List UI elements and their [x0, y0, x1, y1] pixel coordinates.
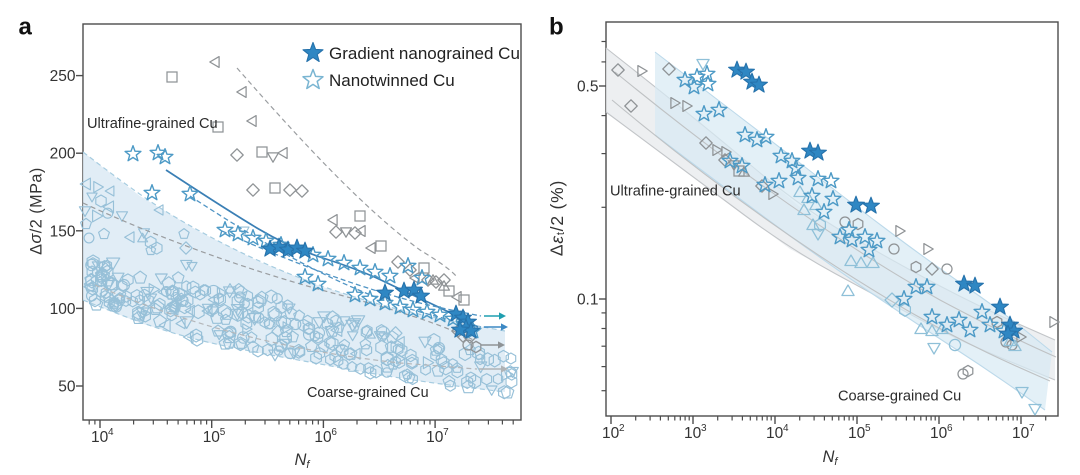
svg-text:10: 10 — [766, 425, 784, 442]
svg-text:7: 7 — [443, 427, 449, 438]
svg-text:10: 10 — [91, 429, 109, 446]
svg-text:10: 10 — [314, 429, 332, 446]
svg-text:Nanotwinned Cu: Nanotwinned Cu — [329, 71, 455, 90]
svg-text:100: 100 — [50, 301, 76, 318]
svg-text:5: 5 — [865, 423, 871, 434]
svg-text:10: 10 — [203, 429, 221, 446]
svg-text:3: 3 — [701, 423, 707, 434]
svg-text:0.5: 0.5 — [577, 79, 599, 96]
svg-text:a: a — [19, 14, 33, 41]
svg-text:50: 50 — [58, 379, 76, 396]
svg-text:b: b — [549, 14, 564, 41]
svg-text:200: 200 — [50, 146, 76, 163]
svg-text:7: 7 — [1029, 423, 1035, 434]
svg-text:Δεt/2 (%): Δεt/2 (%) — [547, 180, 567, 256]
svg-text:4: 4 — [108, 427, 114, 438]
svg-text:2: 2 — [619, 423, 625, 434]
svg-text:150: 150 — [50, 223, 76, 240]
svg-text:Ultrafine-grained Cu: Ultrafine-grained Cu — [610, 184, 741, 200]
svg-text:Coarse-grained Cu: Coarse-grained Cu — [307, 385, 429, 401]
svg-text:6: 6 — [331, 427, 337, 438]
svg-text:Δσ/2 (MPa): Δσ/2 (MPa) — [27, 167, 45, 255]
svg-text:Nf: Nf — [823, 448, 839, 468]
svg-text:10: 10 — [602, 425, 620, 442]
svg-text:10: 10 — [930, 425, 948, 442]
svg-text:6: 6 — [947, 423, 953, 434]
svg-text:10: 10 — [848, 425, 866, 442]
svg-text:10: 10 — [684, 425, 702, 442]
svg-text:4: 4 — [783, 423, 789, 434]
svg-text:250: 250 — [50, 68, 76, 85]
svg-text:Gradient nanograined Cu: Gradient nanograined Cu — [329, 44, 520, 63]
svg-text:10: 10 — [426, 429, 444, 446]
svg-text:Nf: Nf — [295, 451, 311, 471]
svg-text:10: 10 — [1012, 425, 1030, 442]
svg-text:Ultrafine-grained Cu: Ultrafine-grained Cu — [87, 116, 218, 132]
svg-text:Coarse-grained Cu: Coarse-grained Cu — [838, 389, 961, 405]
svg-text:0.1: 0.1 — [577, 292, 599, 309]
svg-text:5: 5 — [220, 427, 226, 438]
